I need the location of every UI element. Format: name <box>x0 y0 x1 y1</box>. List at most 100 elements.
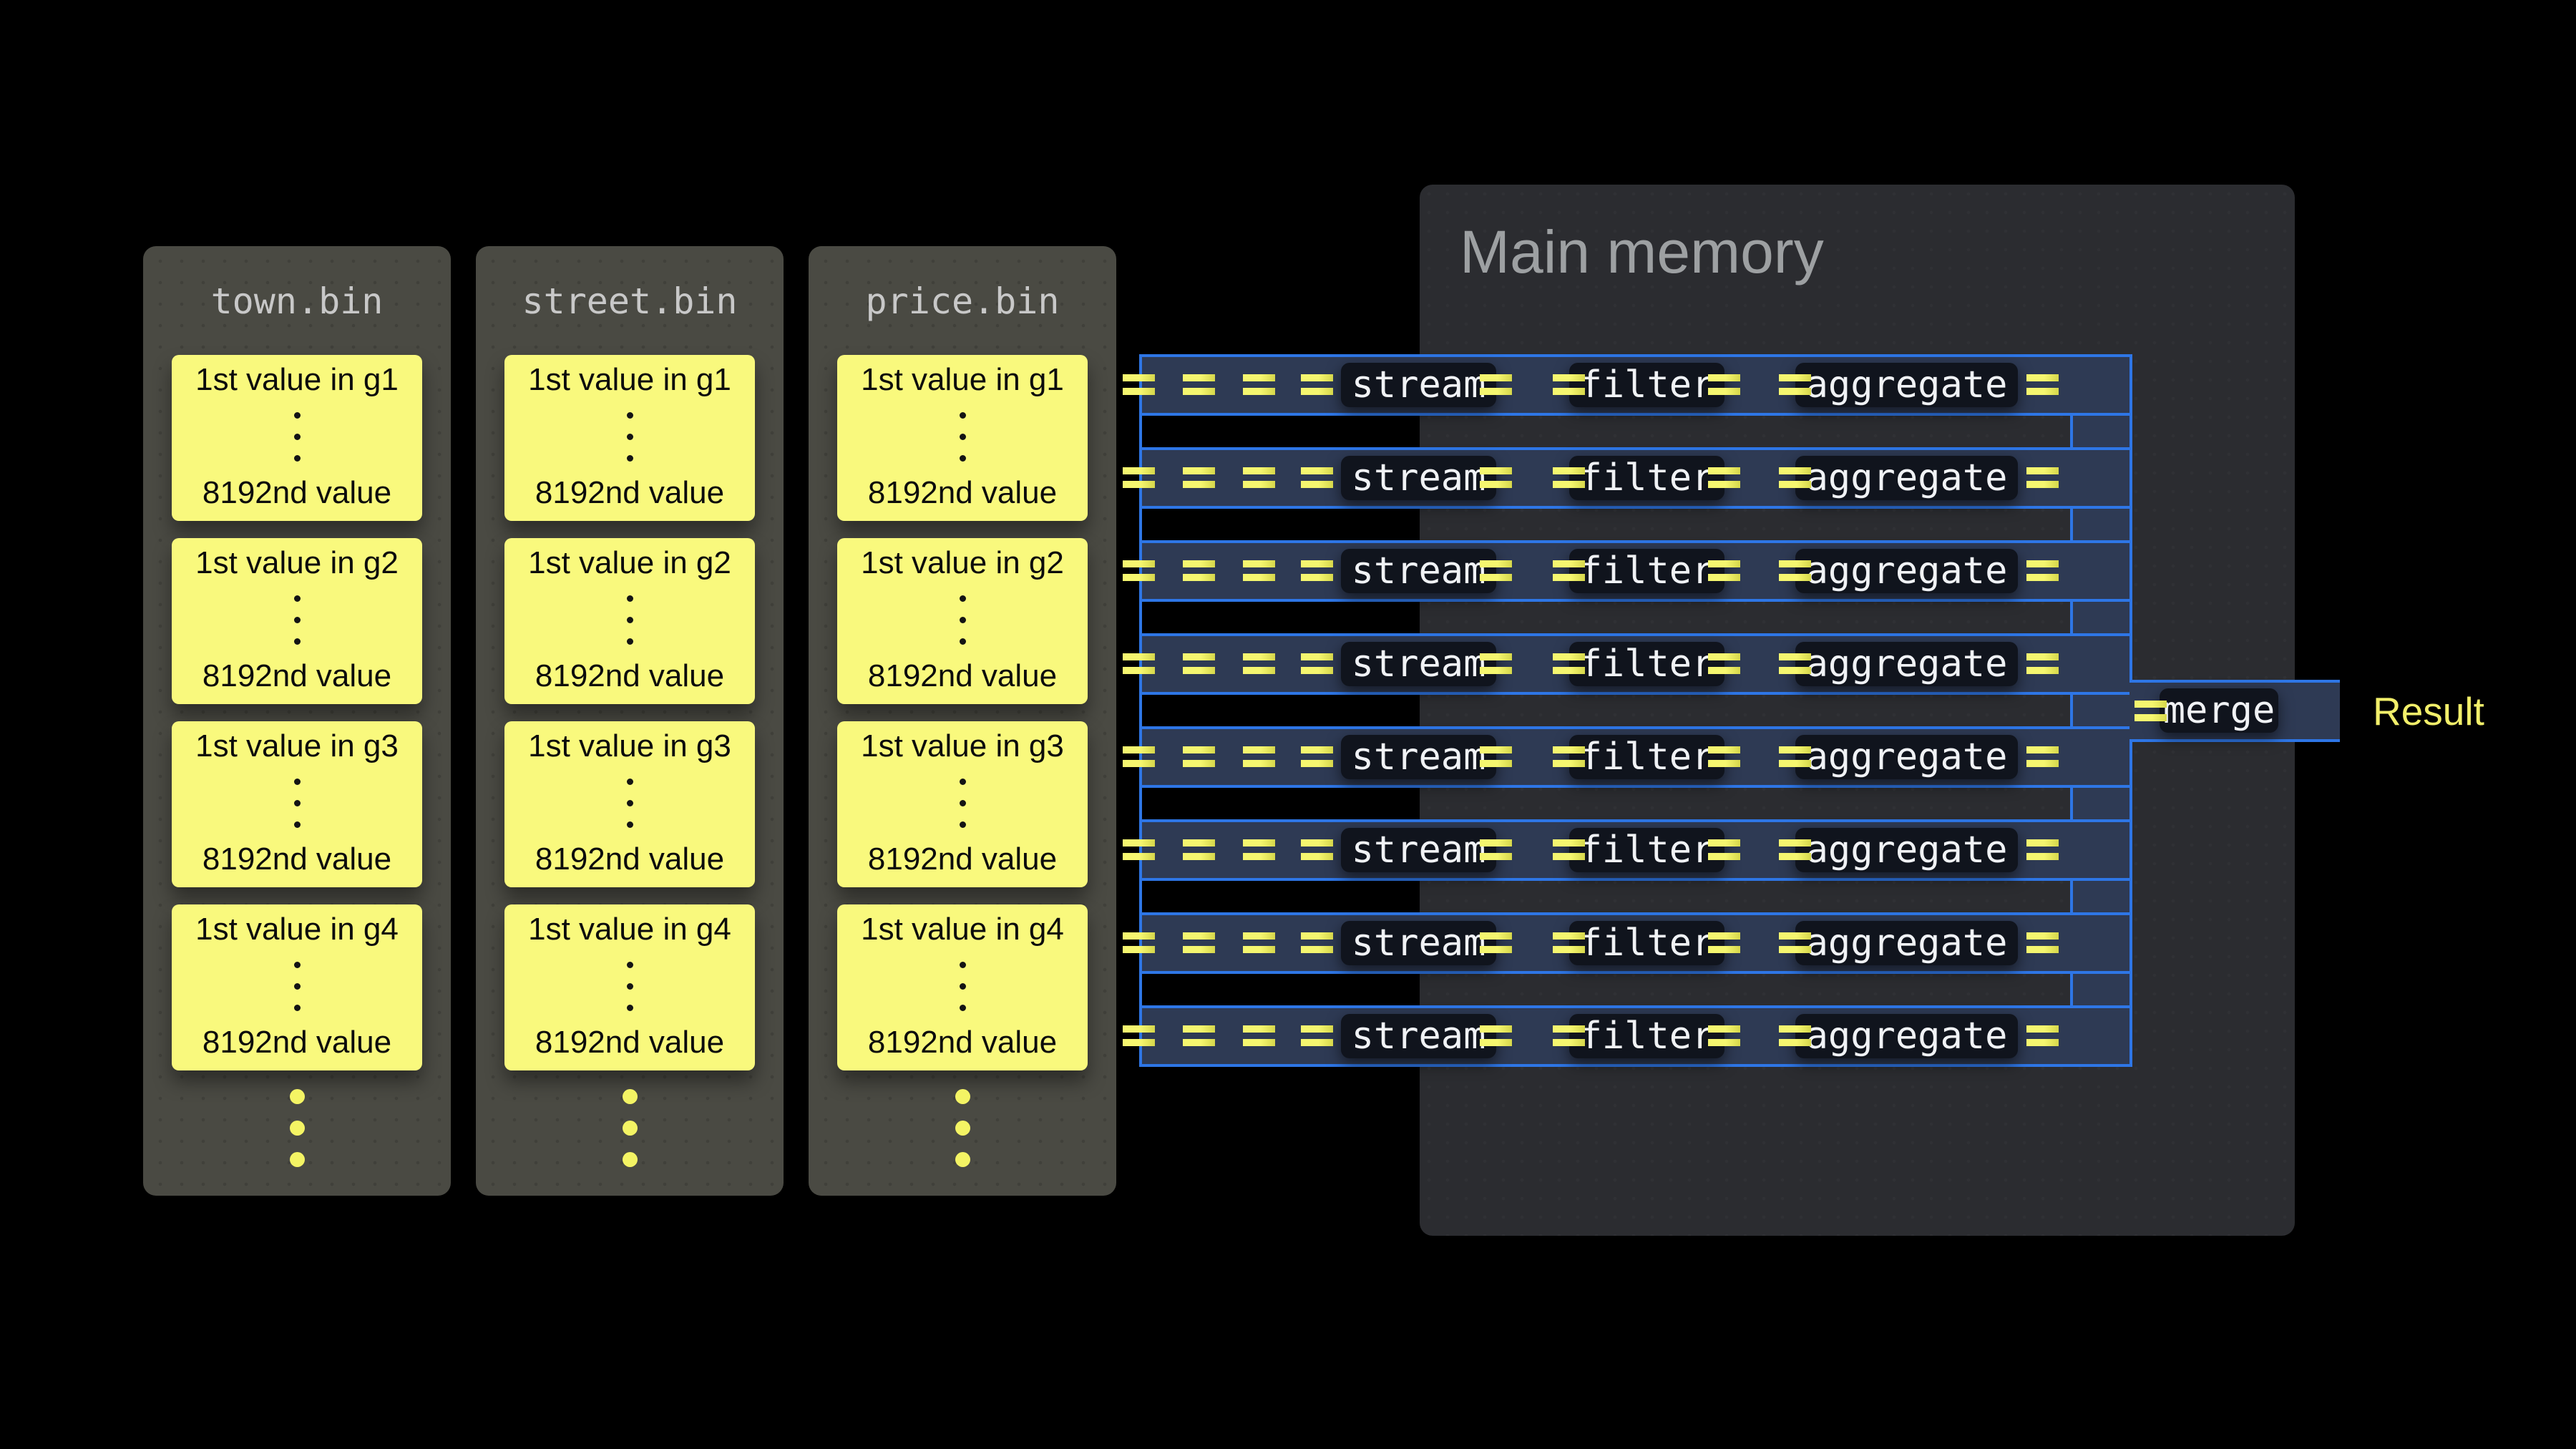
value-block: 1st value in g3 8192nd value <box>504 721 755 887</box>
stage-chip-aggregate: aggregate <box>1795 549 2018 593</box>
stage-chip-stream: stream <box>1341 642 1496 686</box>
pipeline-row: stream filter aggregate <box>1123 819 2132 881</box>
dot-icon <box>959 595 966 602</box>
data-flow-dash-icon <box>1183 653 1215 674</box>
data-flow-dash-icon <box>1123 746 1155 767</box>
dot-icon <box>622 1152 638 1167</box>
dot-icon <box>959 982 966 990</box>
ellipsis-dots-icon <box>293 961 301 1011</box>
data-flow-dash-icon <box>2026 467 2059 488</box>
value-block: 1st value in g1 8192nd value <box>837 355 1088 521</box>
block-last-value: 8192nd value <box>202 1024 392 1060</box>
stage-chip-stream: stream <box>1341 735 1496 779</box>
data-flow-dash-icon <box>1183 560 1215 581</box>
stage-chip-stream: stream <box>1341 549 1496 593</box>
stage-chip-aggregate: aggregate <box>1795 828 2018 872</box>
block-last-value: 8192nd value <box>202 841 392 877</box>
value-block: 1st value in g4 8192nd value <box>504 904 755 1070</box>
dot-icon <box>622 1089 638 1104</box>
pipeline-spine <box>2073 602 2132 633</box>
data-flow-dash-icon <box>1301 1025 1333 1046</box>
dot-icon <box>626 821 633 828</box>
dot-icon <box>626 961 633 968</box>
data-flow-dash-icon <box>1243 839 1275 860</box>
data-flow-dash-icon <box>1779 746 1811 767</box>
dot-icon <box>293 433 301 440</box>
data-flow-dash-icon <box>1553 374 1585 395</box>
pipeline-row: stream filter aggregate <box>1123 633 2132 695</box>
data-flow-dash-icon <box>2026 653 2059 674</box>
dot-icon <box>289 1121 305 1136</box>
ellipsis-dots-icon <box>959 778 966 828</box>
data-flow-dash-icon <box>1123 653 1155 674</box>
stage-chip-stream: stream <box>1341 828 1496 872</box>
data-flow-dash-icon <box>1301 467 1333 488</box>
pipeline-spine <box>2073 509 2132 540</box>
data-flow-dash-icon <box>1480 1025 1512 1046</box>
data-flow-dash-icon <box>1779 374 1811 395</box>
pipeline-row: stream filter aggregate <box>1123 912 2132 974</box>
pipeline-spine <box>2073 695 2132 726</box>
ellipsis-dots-icon <box>959 595 966 645</box>
pipeline-row: stream filter aggregate <box>1123 540 2132 602</box>
data-flow-dash-icon <box>1123 839 1155 860</box>
data-flow-dash-icon <box>2026 374 2059 395</box>
data-flow-dash-icon <box>1183 1025 1215 1046</box>
data-flow-dash-icon <box>1123 1025 1155 1046</box>
dot-icon <box>293 454 301 462</box>
data-flow-dash-icon <box>1708 653 1740 674</box>
block-last-value: 8192nd value <box>867 841 1058 877</box>
data-flow-dash-icon <box>1480 932 1512 953</box>
stage-chip-filter: filter <box>1569 363 1724 407</box>
stage-chip-filter: filter <box>1569 1014 1724 1058</box>
dot-icon <box>959 799 966 806</box>
block-first-value: 1st value in g4 <box>861 912 1064 947</box>
stage-chip-stream: stream <box>1341 363 1496 407</box>
data-flow-dash-icon <box>1779 1025 1811 1046</box>
data-flow-dash-icon <box>1301 839 1333 860</box>
dot-icon <box>293 616 301 623</box>
pipeline-gap <box>1139 974 2073 1005</box>
data-flow-dash-icon <box>1183 746 1215 767</box>
data-flow-dash-icon <box>1553 1025 1585 1046</box>
data-flow-dash-icon <box>1243 1025 1275 1046</box>
block-last-value: 8192nd value <box>535 658 725 693</box>
ellipsis-dots-icon <box>293 411 301 462</box>
value-block: 1st value in g3 8192nd value <box>172 721 422 887</box>
data-flow-dash-icon <box>1708 839 1740 860</box>
ellipsis-dots-icon <box>959 961 966 1011</box>
data-flow-dash-icon <box>1243 746 1275 767</box>
pipeline-spine <box>2073 416 2132 447</box>
data-flow-dash-icon <box>1123 560 1155 581</box>
merge-band: merge <box>2129 680 2340 742</box>
file-name: price.bin <box>865 280 1060 322</box>
pipeline-row: stream filter aggregate <box>1123 726 2132 788</box>
dot-icon <box>955 1152 970 1167</box>
dot-icon <box>293 1004 301 1011</box>
dot-icon <box>959 433 966 440</box>
data-flow-dash-icon <box>1708 932 1740 953</box>
value-block: 1st value in g1 8192nd value <box>172 355 422 521</box>
merge-chip: merge <box>2160 688 2278 733</box>
pipeline-gap <box>1139 881 2073 912</box>
pipeline-row: stream filter aggregate <box>1123 1005 2132 1067</box>
dot-icon <box>293 961 301 968</box>
pipeline-gap <box>1139 695 2073 726</box>
stage-chip-filter: filter <box>1569 549 1724 593</box>
file-panel-town.bin: town.bin 1st value in g1 8192nd value 1st v… <box>143 246 451 1196</box>
dot-icon <box>293 638 301 645</box>
dot-icon <box>289 1089 305 1104</box>
block-first-value: 1st value in g1 <box>861 362 1064 397</box>
file-name: town.bin <box>210 280 384 322</box>
pipeline-row: stream filter aggregate <box>1123 354 2132 416</box>
dot-icon <box>626 595 633 602</box>
block-last-value: 8192nd value <box>535 1024 725 1060</box>
value-block: 1st value in g2 8192nd value <box>837 538 1088 704</box>
data-flow-dash-icon <box>1123 932 1155 953</box>
block-first-value: 1st value in g3 <box>528 728 731 763</box>
dot-icon <box>959 616 966 623</box>
ellipsis-dots-icon <box>293 595 301 645</box>
more-groups-dots-icon <box>143 1089 451 1167</box>
pipeline-gap <box>1139 788 2073 819</box>
